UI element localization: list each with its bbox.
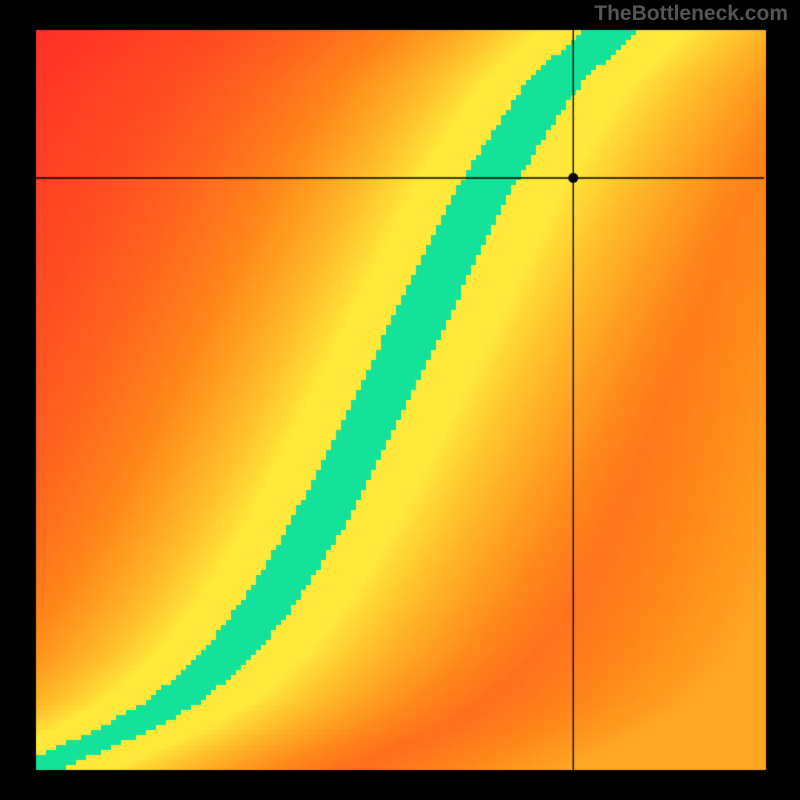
heatmap-canvas	[0, 0, 800, 800]
watermark-text: TheBottleneck.com	[594, 2, 788, 26]
